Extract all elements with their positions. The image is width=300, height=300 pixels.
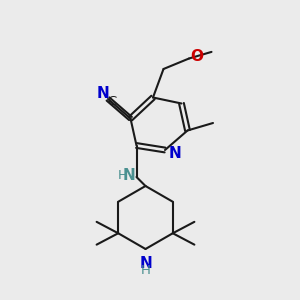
Text: N: N — [96, 86, 109, 101]
Text: H: H — [118, 169, 128, 182]
Text: H: H — [141, 264, 151, 277]
Text: N: N — [122, 168, 135, 183]
Text: C: C — [107, 95, 116, 108]
Text: O: O — [190, 50, 203, 64]
Text: N: N — [169, 146, 182, 161]
Text: N: N — [140, 256, 152, 271]
